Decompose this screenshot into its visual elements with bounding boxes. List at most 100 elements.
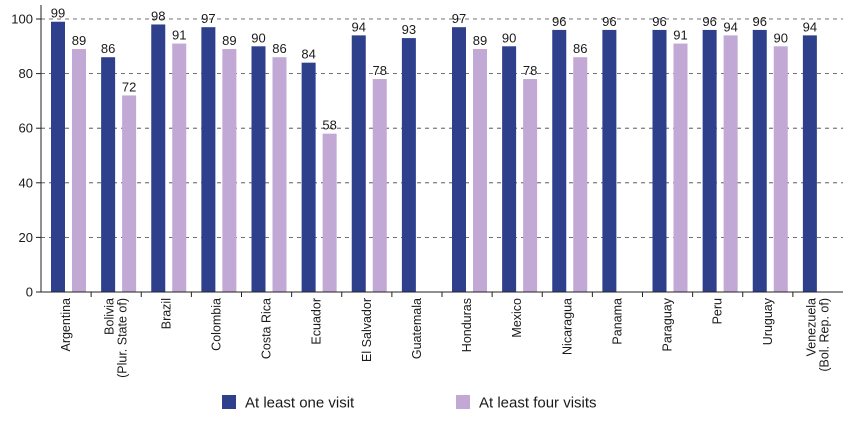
data-label: 89 [222, 33, 236, 48]
data-label: 90 [251, 30, 265, 45]
bar-at-least-four-visits [122, 95, 137, 292]
data-label: 58 [322, 118, 336, 133]
bars [51, 21, 817, 293]
category-label: Costa Rica [260, 298, 274, 359]
data-label: 91 [172, 28, 186, 43]
bar-at-least-four-visits [473, 49, 487, 292]
category-label: Guatemala [410, 298, 424, 359]
category-label: Nicaragua [560, 298, 574, 355]
category-label: Honduras [460, 298, 474, 352]
category-label-line: Mexico [510, 298, 524, 338]
data-label: 90 [502, 30, 516, 45]
category-label-line: Brazil [159, 298, 173, 329]
bar-at-least-one-visit [351, 35, 366, 292]
bar-at-least-four-visits [573, 57, 588, 292]
bar-at-least-one-visit [301, 62, 316, 293]
category-label-line: (Plur. State of) [116, 298, 130, 378]
data-label: 96 [552, 14, 566, 29]
bar-at-least-one-visit [51, 21, 65, 292]
bar-at-least-four-visits [322, 133, 337, 292]
bar-at-least-four-visits [272, 57, 287, 292]
y-tick-label: 100 [11, 12, 33, 27]
category-label: Venezuela (Bol. Rep. of) [804, 298, 831, 372]
category-label-line: Costa Rica [260, 298, 274, 359]
bar-at-least-one-visit [802, 35, 817, 292]
data-label: 96 [602, 14, 616, 29]
y-tick-label: 60 [19, 121, 33, 136]
category-label: Argentina [59, 298, 73, 352]
data-label: 91 [673, 28, 687, 43]
category-label-line: Nicaragua [560, 298, 574, 355]
data-label: 78 [523, 63, 537, 78]
bar-at-least-four-visits [673, 43, 688, 292]
category-label-line: Honduras [460, 298, 474, 352]
category-label: Colombia [209, 298, 223, 351]
category-label: Bolivia (Plur. State of) [103, 298, 130, 378]
bar-at-least-one-visit [552, 29, 567, 292]
data-label: 90 [774, 30, 788, 45]
legend: At least one visit At least four visits [222, 395, 597, 412]
bar-at-least-one-visit [452, 27, 466, 292]
data-label: 89 [72, 33, 86, 48]
category-label-line: Peru [711, 298, 725, 324]
category-label-line: Venezuela [804, 298, 818, 356]
data-label: 72 [122, 79, 136, 94]
bar-at-least-four-visits [222, 49, 237, 292]
data-label: 94 [803, 19, 817, 34]
data-label: 86 [573, 41, 587, 56]
category-label-line: Paraguay [661, 297, 675, 351]
bar-at-least-one-visit [752, 29, 767, 292]
bar-at-least-four-visits [172, 43, 187, 292]
category-label: Panama [610, 298, 624, 345]
data-label: 94 [723, 19, 737, 34]
category-label-line: Ecuador [310, 298, 324, 345]
data-label: 96 [702, 14, 716, 29]
data-label: 98 [151, 8, 165, 23]
data-label: 93 [402, 22, 416, 37]
data-label: 86 [101, 41, 115, 56]
category-label: Mexico [510, 298, 524, 338]
data-label: 97 [452, 11, 466, 26]
bar-at-least-one-visit [101, 57, 116, 292]
legend-label: At least four visits [479, 395, 597, 412]
y-tick-label: 0 [26, 285, 33, 300]
axes: 0 20 40 60 80 100 Argentina Bolivia (Plur. State… [11, 5, 843, 378]
category-label-line: Guatemala [410, 298, 424, 359]
bar-at-least-one-visit [251, 46, 266, 292]
legend-swatch [456, 395, 470, 409]
category-label-line: Argentina [59, 298, 73, 352]
gridlines [41, 18, 843, 238]
legend-swatch [222, 395, 236, 409]
data-label: 96 [652, 14, 666, 29]
data-label: 86 [272, 41, 286, 56]
bar-at-least-one-visit [702, 29, 717, 292]
legend-label: At least one visit [245, 395, 355, 412]
bar-at-least-one-visit [652, 29, 667, 292]
category-label: Brazil [159, 298, 173, 329]
data-label: 99 [51, 6, 65, 21]
data-labels: 99 89 86 72 98 91 97 89 90 86 84 58 94 78 93 97 89 90 78 96… [51, 6, 817, 133]
y-tick-label: 20 [19, 230, 33, 245]
bar-at-least-four-visits [72, 49, 86, 292]
data-label: 84 [301, 47, 315, 62]
bar-at-least-one-visit [401, 38, 416, 292]
bar-at-least-four-visits [723, 35, 738, 292]
data-label: 97 [201, 11, 215, 26]
bar-at-least-one-visit [201, 27, 216, 292]
category-label: Peru [711, 298, 725, 324]
category-label: Uruguay [761, 297, 775, 345]
category-label: El Salvador [360, 298, 374, 362]
category-label-line: Panama [610, 298, 624, 345]
category-label-line: Colombia [209, 298, 223, 351]
category-label-line: Bolivia [103, 298, 117, 335]
category-label: Paraguay [661, 297, 675, 351]
category-label-line: El Salvador [360, 298, 374, 362]
bar-at-least-one-visit [602, 29, 617, 292]
y-tick-label: 80 [19, 66, 33, 81]
bar-at-least-four-visits [372, 79, 387, 292]
data-label: 89 [473, 33, 487, 48]
bar-at-least-four-visits [773, 46, 788, 292]
category-label-line: Uruguay [761, 297, 775, 345]
data-label: 94 [352, 19, 366, 34]
